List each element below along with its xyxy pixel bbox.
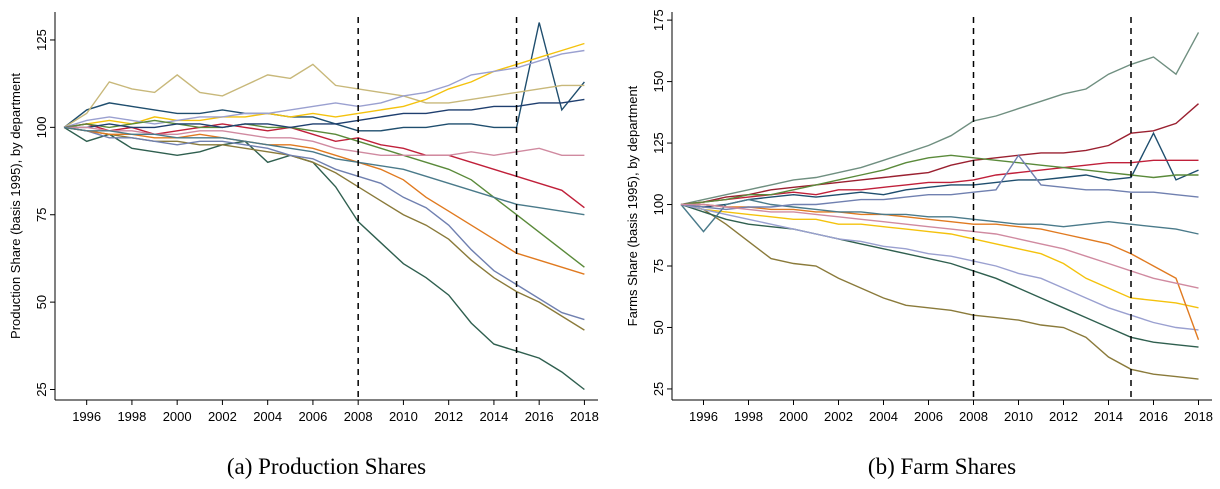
series-line [63,126,585,216]
series-line [680,154,1199,211]
series-line [680,103,1199,206]
series-line [680,203,1199,309]
y-axis-label: Production Share (basis 1995), by depart… [8,73,23,339]
x-tick-label: 2000 [779,409,808,424]
series-line [63,126,585,331]
series-line [680,203,1199,380]
series-line [63,49,585,129]
x-tick-label: 2002 [824,409,853,424]
y-tick-label: 125 [651,132,666,154]
y-tick-label: 100 [651,194,666,216]
x-tick-label: 2014 [1094,409,1123,424]
x-tick-label: 2016 [1139,409,1168,424]
x-tick-label: 2010 [1004,409,1033,424]
series-line [680,203,1199,348]
series-line [680,198,1199,235]
series-line [680,203,1199,331]
x-tick-label: 2010 [389,409,418,424]
x-tick-label: 1996 [72,409,101,424]
x-tick-label: 2012 [434,409,463,424]
y-tick-label: 50 [651,320,666,334]
series-line [63,126,585,391]
y-tick-label: 25 [34,382,49,396]
series-line [63,119,585,268]
series-line [63,63,585,128]
x-tick-label: 2002 [208,409,237,424]
y-tick-label: 25 [651,382,666,396]
x-tick-label: 2000 [163,409,192,424]
x-tick-label: 1996 [689,409,718,424]
series-line [681,203,1200,341]
series-line [63,126,585,275]
series-line [63,22,585,132]
x-tick-label: 2004 [869,409,898,424]
y-tick-label: 75 [651,259,666,273]
x-tick-label: 2006 [914,409,943,424]
y-tick-label: 100 [34,116,49,138]
series-line [680,32,1200,206]
series-line [681,203,1199,289]
y-tick-label: 175 [651,9,666,31]
series-line [63,42,585,129]
y-axis-label: Farms Share (basis 1995), by department [625,85,640,326]
x-tick-label: 2018 [570,409,599,424]
series-line [63,126,585,321]
x-tick-label: 2008 [344,409,373,424]
x-tick-label: 2018 [1184,409,1213,424]
caption: (a) Production Shares [227,454,426,479]
series-line [680,154,1199,206]
series-line [64,98,585,129]
y-tick-label: 50 [34,295,49,309]
y-tick-label: 75 [34,208,49,222]
x-tick-label: 2016 [525,409,554,424]
x-tick-label: 2012 [1049,409,1078,424]
x-tick-label: 1998 [117,409,146,424]
y-tick-label: 125 [34,29,49,51]
y-tick-label: 150 [651,71,666,93]
x-tick-label: 2004 [253,409,282,424]
x-tick-label: 2014 [479,409,508,424]
x-tick-label: 2008 [959,409,988,424]
x-tick-label: 2006 [298,409,327,424]
x-tick-label: 1998 [734,409,763,424]
caption: (b) Farm Shares [868,454,1016,479]
series-line [680,131,1199,208]
